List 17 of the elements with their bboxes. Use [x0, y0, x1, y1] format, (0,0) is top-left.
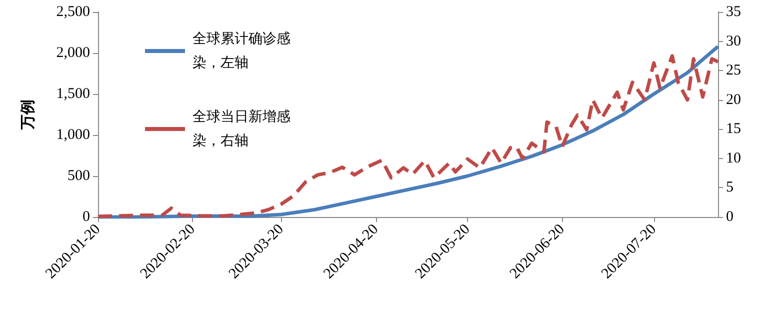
y2-tick-label: 5 [726, 180, 734, 196]
y-tick-label: 1,000 [56, 127, 90, 143]
y2-tick-label: 0 [726, 209, 734, 225]
y2-tick-label: 25 [726, 62, 741, 79]
y-tick-label: 2,500 [56, 4, 90, 20]
y2-tick-label: 15 [726, 121, 741, 138]
y2-tick-label: 20 [726, 92, 741, 108]
y-axis-title: 万例 [20, 100, 36, 130]
y2-tick-label: 10 [726, 150, 741, 166]
y-tick-label: 1,500 [56, 86, 90, 102]
y2-tick-label: 30 [726, 33, 741, 50]
legend-label: 全球当日新增感染，右轴 [192, 109, 290, 149]
y-tick-label: 500 [68, 168, 90, 184]
y-tick-label: 2,000 [56, 45, 90, 61]
y-tick-label: 0 [82, 209, 90, 225]
y2-tick-label: 35 [726, 4, 741, 20]
legend-label: 全球累计确诊感染，左轴 [192, 31, 290, 71]
